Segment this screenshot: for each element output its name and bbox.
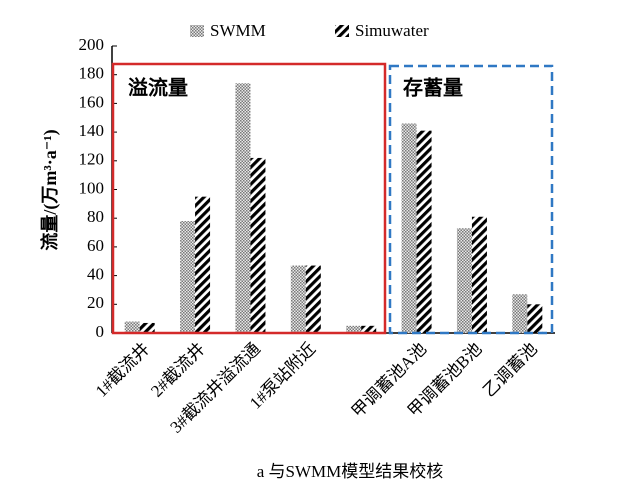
x-tick-label: 乙调蓄池 [479,339,541,401]
y-tick-label: 180 [79,64,105,83]
y-tick-label: 0 [96,322,105,341]
bar [527,304,543,333]
y-tick-label: 40 [87,265,104,284]
bar [471,216,487,333]
legend-swatch [335,25,349,37]
bar [235,83,251,333]
y-axis-label: 流量/(万m³·a⁻¹) [39,129,61,250]
bar [305,265,321,333]
y-tick-label: 20 [87,293,104,312]
y-tick-label: 120 [79,150,105,169]
bar [139,322,155,333]
annotation-box [388,64,554,335]
legend-label: Simuwater [355,21,429,40]
y-tick-label: 100 [79,178,105,197]
bar [456,228,472,333]
legend-label: SWMM [210,21,266,40]
y-tick-label: 160 [79,92,105,111]
y-tick-label: 140 [79,121,105,140]
bar [290,265,306,333]
annotation-box [111,62,387,335]
bar [416,130,432,333]
bar [180,221,196,333]
y-tick-label: 80 [87,207,104,226]
bar [401,123,417,334]
annotation-label: 存蓄量 [403,76,463,100]
legend-swatch [190,25,204,37]
x-tick-label: 1#截流井 [92,339,154,401]
bar [346,325,362,333]
caption: a 与SWMM模型结果校核 [257,462,444,481]
bar [124,321,140,333]
bar [250,157,266,333]
bar [361,325,377,333]
bar [195,196,211,333]
bar [512,294,528,333]
y-tick-label: 200 [79,35,105,54]
y-tick-label: 60 [87,236,104,255]
annotation-label: 溢流量 [128,76,188,100]
